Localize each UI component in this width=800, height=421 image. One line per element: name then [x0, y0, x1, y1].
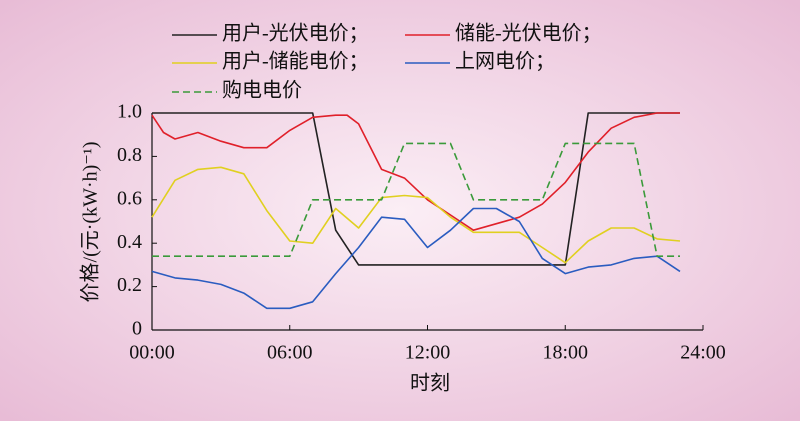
y-tick-label: 0.2: [117, 274, 142, 296]
x-tick-label: 06:00: [267, 342, 313, 364]
x-tick-label: 00:00: [129, 342, 175, 364]
legend-label: 用户-光伏电价；: [222, 22, 369, 45]
legend-label: 上网电价；: [455, 50, 555, 73]
legend-label: 用户-储能电价；: [222, 50, 369, 73]
x-tick-label: 24:00: [680, 342, 726, 364]
series-line: [151, 207, 681, 310]
y-tick-label: 0.4: [117, 231, 142, 253]
x-tick-label: 18:00: [542, 342, 588, 364]
y-axis-label: 价格/(元·(kW·h)⁻¹): [79, 142, 102, 303]
series-line: [152, 112, 680, 266]
series-line: [152, 142, 680, 258]
legend-label: 储能-光伏电价；: [455, 22, 602, 45]
x-axis-label: 时刻: [410, 372, 450, 395]
x-tick-label: 12:00: [405, 342, 451, 364]
y-tick-label: 1.0: [117, 101, 142, 123]
series-line: [151, 112, 680, 231]
y-tick-label: 0.6: [117, 187, 142, 209]
y-tick-label: 0.8: [117, 144, 142, 166]
series-line: [151, 166, 681, 264]
legend-label: 购电电价: [222, 79, 302, 102]
y-tick-label: 0: [132, 318, 142, 340]
